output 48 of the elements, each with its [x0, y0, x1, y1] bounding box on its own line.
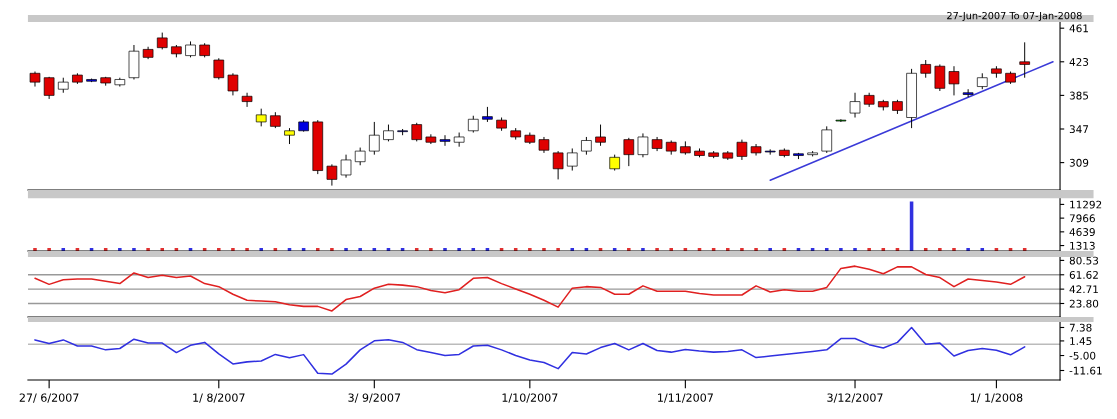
candlestick [1019, 41, 1030, 79]
y-tick-label: 11292 [1070, 200, 1102, 209]
candlestick [637, 132, 649, 158]
y-tick-label: 42.71 [1069, 285, 1098, 294]
candlestick [241, 92, 253, 108]
x-tick-label: 1/ 8/2007 [193, 393, 245, 403]
y-tick-label: 1313 [1070, 241, 1095, 250]
candlestick [623, 137, 635, 167]
y-tick-label: 309 [1069, 158, 1089, 167]
y-tick-label: -11.61 [1069, 366, 1102, 375]
y-tick-label: 347 [1069, 125, 1089, 134]
candlestick [369, 121, 380, 156]
line-series [34, 326, 1026, 375]
y-tick-label: 461 [1069, 24, 1088, 33]
x-tick-label: 1/10/2007 [502, 393, 558, 403]
y-tick-label: -5.00 [1069, 351, 1096, 360]
line-series [34, 265, 1026, 312]
candlestick [552, 150, 564, 180]
candlestick [595, 124, 606, 147]
candlestick [326, 163, 338, 187]
candlestick [934, 63, 946, 92]
candlestick [227, 72, 239, 96]
x-tick-label: 3/ 9/2007 [348, 393, 401, 403]
y-tick-label: 7.38 [1069, 323, 1092, 332]
y-tick-label: 23.80 [1069, 299, 1099, 308]
candlestick [821, 125, 833, 154]
candlestick [948, 65, 960, 96]
y-tick-label: 7966 [1069, 214, 1095, 223]
x-tick-label: 3/12/2007 [827, 393, 883, 403]
y-tick-label: 423 [1069, 58, 1089, 66]
candlestick [213, 57, 225, 80]
y-tick-label: 80.53 [1069, 256, 1099, 265]
candlestick [340, 154, 352, 179]
y-tick-label: 4639 [1069, 228, 1095, 236]
y-tick-label: 385 [1069, 91, 1089, 100]
candlestick [849, 92, 861, 118]
candlestick [453, 132, 465, 148]
x-tick-label: 27/ 6/2007 [19, 393, 79, 403]
x-tick-label: 1/11/2007 [658, 393, 713, 403]
candlestick [736, 139, 748, 161]
chart-subtitle: 27-Jun-2007 To 07-Jan-2008 [947, 11, 1082, 22]
candlestick [962, 88, 974, 98]
candlestick [566, 147, 578, 172]
y-tick-label: 61.62 [1069, 271, 1098, 279]
y-tick-label: 1.45 [1070, 337, 1092, 346]
candlestick [411, 122, 423, 142]
x-tick-label: 1/ 1/2008 [970, 393, 1023, 403]
candlestick [439, 134, 451, 147]
